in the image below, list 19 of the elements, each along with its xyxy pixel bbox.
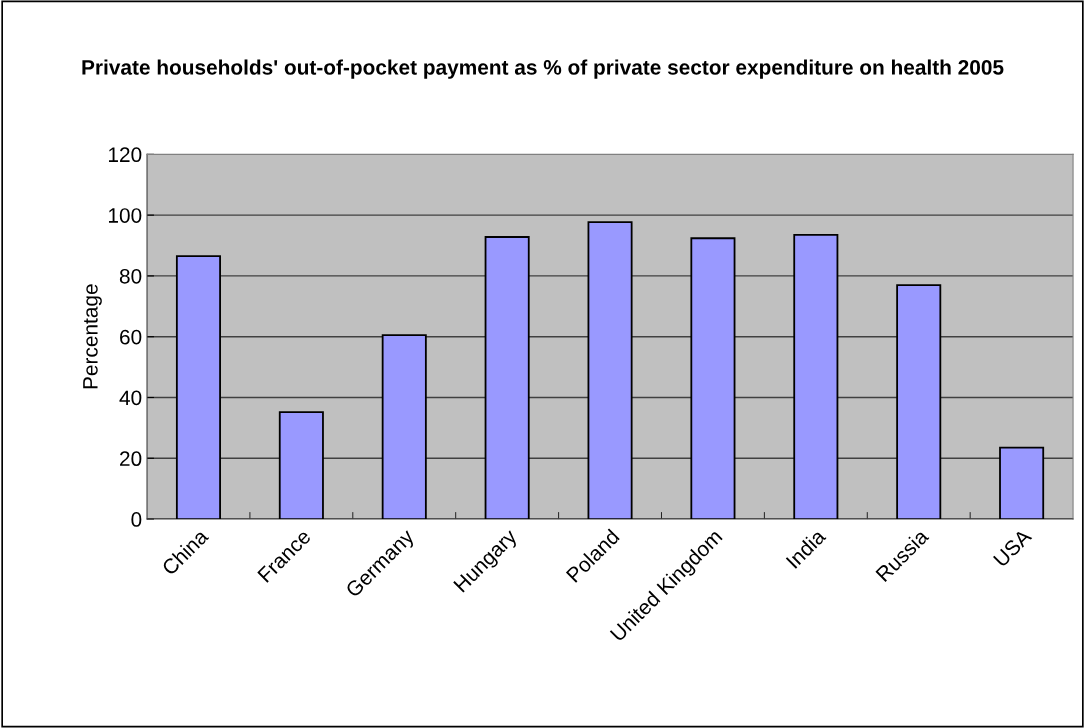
y-tick-label: 80 (119, 268, 142, 284)
y-tick-label: 40 (119, 390, 142, 406)
y-tick-label: 60 (120, 329, 142, 345)
x-tick-label: USA (992, 527, 1033, 568)
bar (999, 446, 1045, 520)
bar (896, 284, 942, 520)
bar (587, 221, 633, 520)
bar (381, 334, 427, 520)
bar (278, 411, 324, 520)
chart-title: Private households' out-of-pocket payment as % of private sector expenditure on health 2005 (82, 59, 1004, 79)
bar (690, 237, 736, 520)
y-tick-label: 0 (131, 512, 142, 527)
bar (175, 255, 221, 520)
y-tick-label: 20 (120, 451, 142, 467)
bar (793, 233, 839, 520)
y-axis-title: Percentage (83, 284, 102, 389)
y-tick-label: 100 (108, 208, 142, 223)
y-tick-label: 120 (108, 147, 142, 163)
bar (484, 236, 530, 520)
